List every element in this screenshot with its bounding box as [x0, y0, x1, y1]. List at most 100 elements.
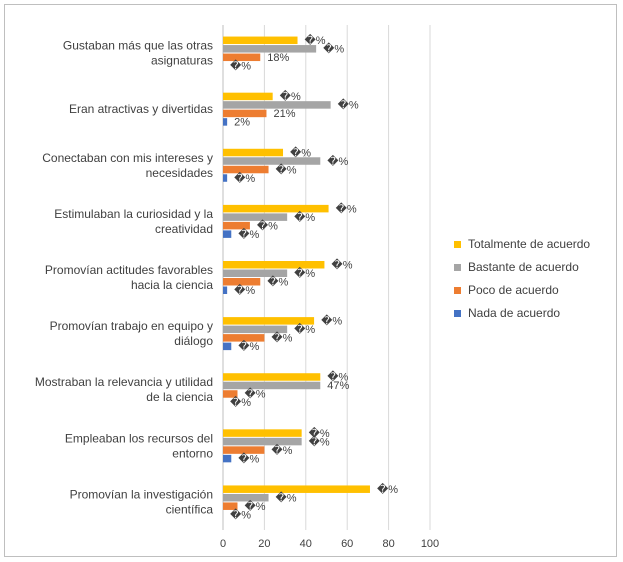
category-label-line: de la ciencia	[146, 390, 213, 404]
bar	[223, 317, 315, 325]
category-label-line: Eran atractivas y divertidas	[69, 102, 213, 116]
bar	[223, 373, 321, 381]
data-label: �%	[230, 60, 251, 73]
category-label-line: Promovían trabajo en equipo y	[50, 319, 213, 333]
bar	[223, 278, 261, 286]
bar	[223, 101, 331, 109]
data-label: �%	[238, 452, 259, 465]
data-label: �%	[271, 444, 292, 457]
data-label: �%	[267, 276, 288, 289]
category-label-line: Estimulaban la curiosidad y la	[54, 207, 213, 221]
bar	[223, 334, 265, 342]
legend-swatch	[454, 310, 461, 317]
bar	[223, 213, 288, 221]
category-label: Mostraban la relevancia y utilidad de la …	[35, 375, 213, 404]
x-tick-label: 60	[341, 538, 353, 550]
data-label: �%	[271, 332, 292, 345]
bar	[223, 261, 325, 269]
data-label: �%	[280, 90, 301, 103]
x-tick-label: 40	[300, 538, 312, 550]
data-label: �%	[336, 202, 357, 215]
x-tick-label: 0	[220, 538, 226, 550]
data-label: �%	[238, 340, 259, 353]
data-label: �%	[294, 211, 315, 224]
data-label: �%	[338, 99, 359, 112]
chart-frame: 0 20 40 60 80 100 �% �% 18% �% Gustaban más que la…	[4, 4, 617, 557]
bar	[223, 221, 250, 230]
bar	[223, 118, 228, 126]
bar	[223, 342, 232, 351]
category-label-line: Mostraban la relevancia y utilidad	[35, 375, 213, 389]
legend-entry: Bastante de acuerdo	[468, 260, 579, 274]
data-label: �%	[327, 155, 348, 168]
bar	[223, 36, 298, 45]
category-label-line: Conectaban con mis intereses y	[42, 151, 213, 165]
x-tick-label: 80	[382, 538, 394, 550]
data-label: 18%	[267, 52, 289, 64]
bar-chart: 0 20 40 60 80 100 �% �% 18% �% Gustaban más que la…	[35, 25, 590, 550]
data-label: 47%	[327, 380, 349, 392]
data-label: 21%	[273, 108, 295, 120]
x-tick-label: 20	[258, 538, 270, 550]
data-label: �%	[321, 315, 342, 328]
category-label-line: asignaturas	[151, 54, 213, 68]
bar	[223, 157, 321, 165]
bar	[223, 286, 228, 294]
bar	[223, 230, 232, 238]
data-label: �%	[305, 34, 326, 47]
bar	[223, 204, 329, 213]
data-label: �%	[276, 491, 297, 504]
data-label: �%	[244, 388, 265, 401]
data-label: �%	[244, 500, 265, 513]
bar	[223, 381, 321, 390]
data-label: �%	[238, 228, 259, 241]
category-label-line: científica	[166, 502, 214, 516]
data-label: �%	[327, 371, 348, 384]
data-label: �%	[276, 163, 297, 176]
data-label: �%	[234, 284, 255, 297]
data-label: 2%	[234, 117, 250, 129]
bar	[223, 325, 288, 334]
bar	[223, 502, 238, 510]
data-label: �%	[294, 267, 315, 280]
legend-swatch	[454, 241, 461, 248]
category-label-line: hacia la ciencia	[131, 278, 213, 292]
category-label-line: Promovían la investigación	[70, 487, 213, 501]
category-label-line: diálogo	[174, 334, 213, 348]
category-label-line: creatividad	[155, 222, 213, 236]
data-label: �%	[309, 435, 330, 448]
bar	[223, 446, 265, 454]
data-label: �%	[234, 172, 255, 185]
data-label: �%	[294, 323, 315, 336]
data-label: �%	[230, 396, 251, 409]
data-label: �%	[323, 43, 344, 56]
bar	[223, 53, 261, 62]
bar	[223, 390, 238, 398]
legend-swatch	[454, 264, 461, 271]
legend-swatch	[454, 287, 461, 294]
category-label: Empleaban los recursos del entorno	[65, 431, 213, 460]
data-label: �%	[331, 259, 352, 272]
data-label: �%	[377, 483, 398, 496]
category-label-line: entorno	[172, 446, 213, 460]
bar	[223, 269, 288, 277]
bar	[223, 92, 273, 101]
category-label: Promovían la investigación científica	[70, 487, 214, 516]
category-label: Eran atractivas y divertidas	[69, 102, 213, 116]
bar	[223, 429, 302, 437]
category-label: Conectaban con mis intereses y necesidade…	[42, 151, 213, 180]
bar	[223, 437, 302, 446]
category-label: Estimulaban la curiosidad y la creativida…	[54, 207, 213, 236]
category-label-line: Empleaban los recursos del	[65, 431, 213, 445]
category-label-line: necesidades	[146, 166, 213, 180]
data-label: �%	[257, 219, 278, 232]
category-label-line: Gustaban más que las otras	[63, 39, 213, 53]
bar	[223, 454, 232, 463]
data-label: �%	[309, 427, 330, 440]
bar	[223, 165, 269, 174]
bar	[223, 485, 370, 493]
x-tick-label: 100	[421, 538, 439, 550]
category-label-line: Promovían actitudes favorables	[45, 263, 213, 277]
bar	[223, 493, 269, 502]
bar	[223, 174, 228, 182]
